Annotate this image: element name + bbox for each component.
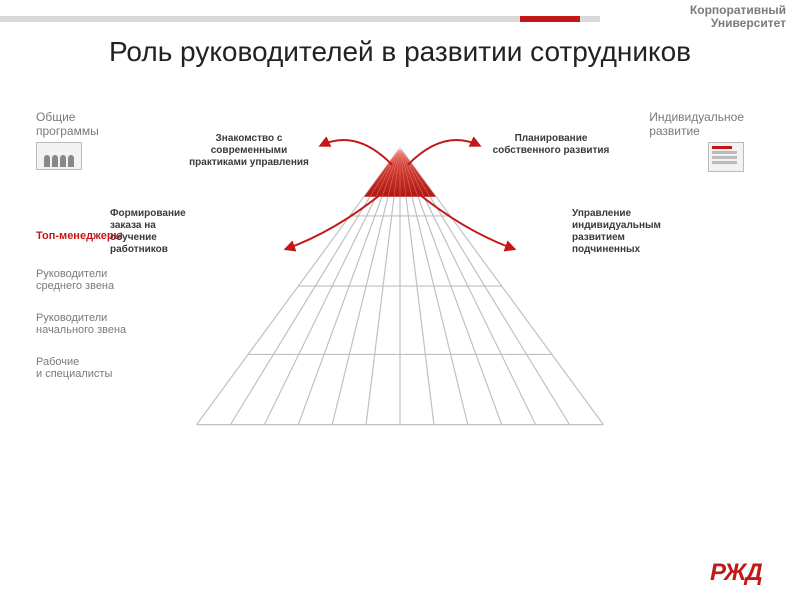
- level-label: Руководителисреднего звена: [36, 258, 126, 302]
- people-icon: [36, 142, 82, 170]
- level-label: Руководителиначального звена: [36, 302, 126, 346]
- left-head-line1: Общие: [36, 110, 99, 124]
- top-bar: [0, 10, 800, 28]
- svg-text:РЖД: РЖД: [710, 559, 762, 586]
- pyramid: [190, 134, 610, 444]
- left-head-line2: программы: [36, 124, 99, 138]
- left-column-header: Общие программы: [36, 110, 99, 138]
- right-column-header: Индивидуальное развитие: [649, 110, 744, 138]
- right-head-line2: развитие: [649, 124, 744, 138]
- diagram-area: Общие программы Индивидуальное развитие …: [0, 110, 800, 560]
- brand-label: Корпоративный Университет: [690, 4, 786, 30]
- top-bar-grey-stripe: [0, 16, 600, 22]
- level-label: Рабочиеи специалисты: [36, 346, 126, 390]
- right-head-line1: Индивидуальное: [649, 110, 744, 124]
- brand-line2: Университет: [690, 17, 786, 30]
- document-icon: [708, 142, 744, 172]
- top-bar-red-stripe: [520, 16, 580, 22]
- page-title: Роль руководителей в развитии сотруднико…: [0, 36, 800, 68]
- rzd-logo: РЖД: [710, 558, 778, 586]
